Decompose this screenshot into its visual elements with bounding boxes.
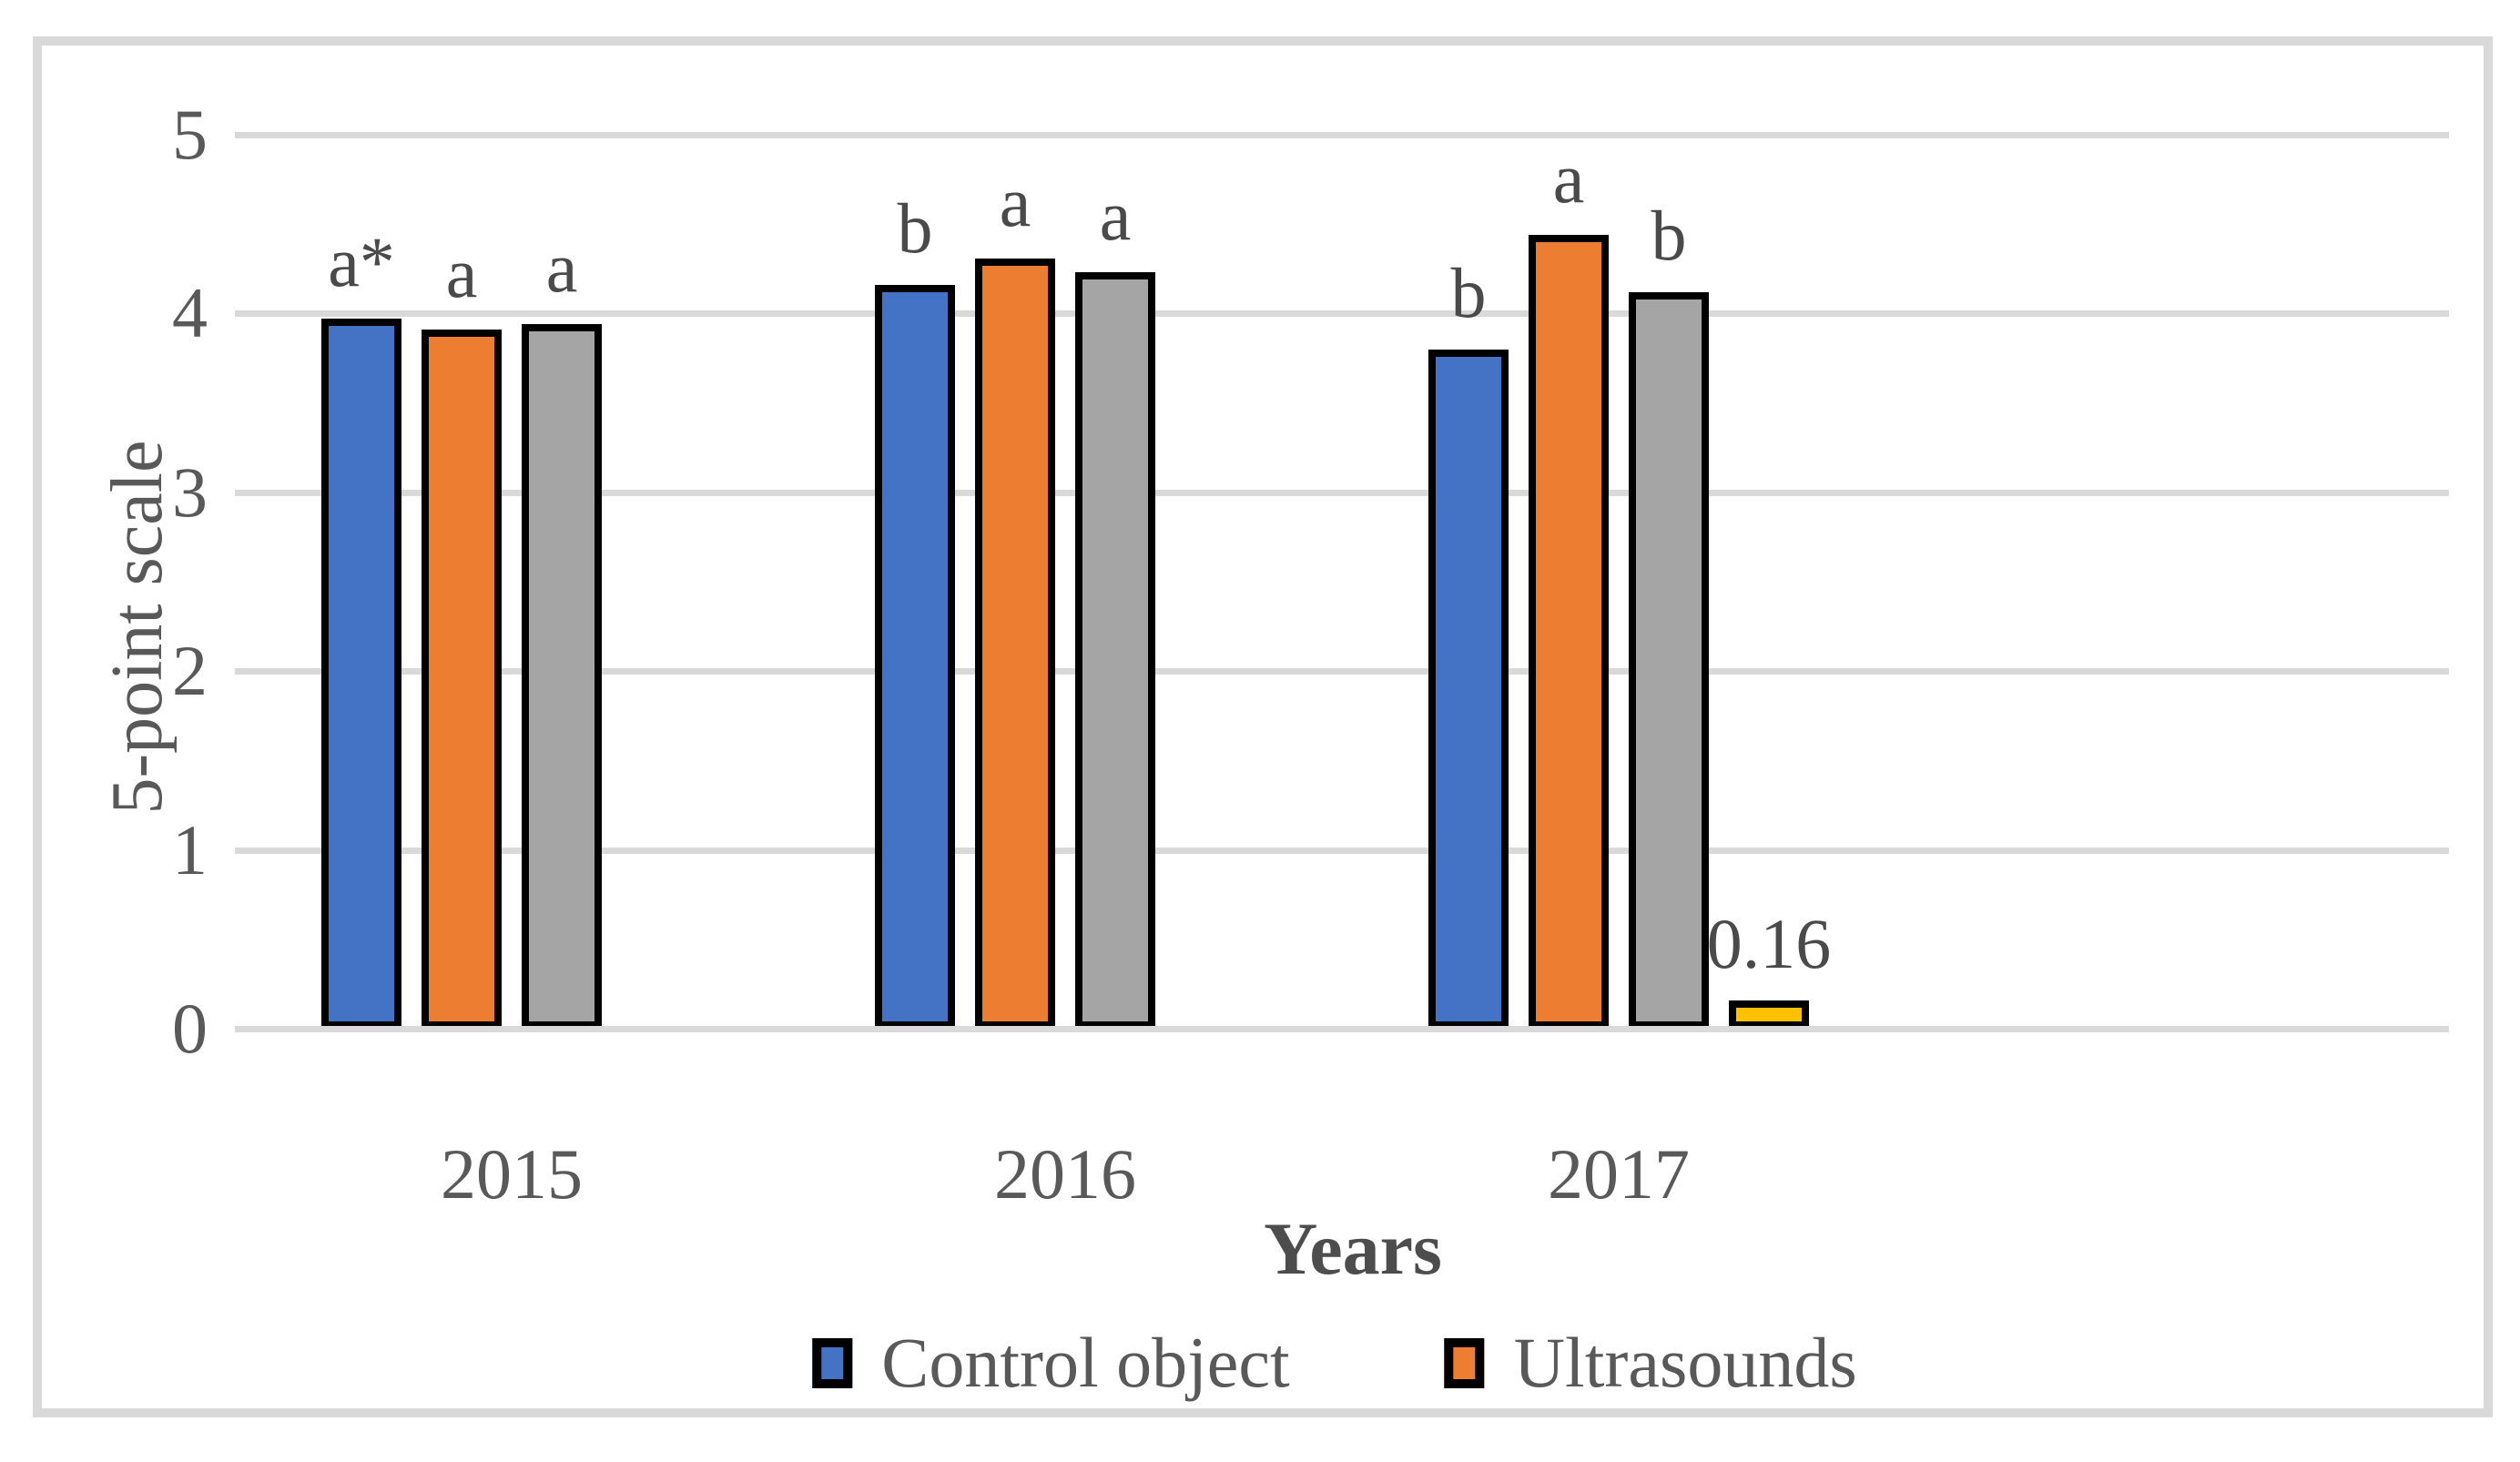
x-tick-label: 2015: [441, 1134, 583, 1213]
y-tick-label: 3: [172, 452, 208, 532]
bar-series3-2015: [522, 324, 602, 1029]
gridline: [235, 489, 2449, 496]
bar-ultrasounds-2016: [975, 259, 1055, 1029]
bar-annotation: a: [1099, 176, 1132, 255]
gridline: [235, 847, 2449, 854]
bar-annotation: b: [1651, 196, 1687, 275]
y-tick-label: 1: [172, 809, 208, 889]
bar-series4-2017: [1729, 1000, 1809, 1029]
bar-control-object-2015: [321, 319, 401, 1029]
bar-annotation: a: [999, 162, 1031, 241]
bar-control-object-2017: [1428, 350, 1509, 1029]
legend-label: Ultrasounds: [1513, 1323, 1857, 1402]
bar-annotation: b: [1450, 253, 1487, 332]
bar-series3-2016: [1075, 272, 1155, 1029]
x-tick-label: 2016: [994, 1134, 1136, 1213]
bar-control-object-2016: [875, 285, 955, 1029]
bar-ultrasounds-2017: [1529, 235, 1609, 1029]
x-tick-label: 2017: [1548, 1134, 1690, 1213]
y-tick-label: 0: [172, 989, 208, 1068]
gridline: [235, 668, 2449, 675]
bar-annotation: a: [1552, 138, 1585, 218]
bar-annotation: a: [545, 228, 578, 307]
bar-ultrasounds-2015: [422, 330, 502, 1029]
figure-border: 5-point scale Years Control object Ultra…: [33, 36, 2493, 1417]
legend-label: Control object: [881, 1323, 1290, 1402]
gridline: [235, 310, 2449, 318]
gridline: [235, 132, 2449, 138]
y-tick-label: 4: [172, 273, 208, 353]
legend: Control object Ultrasounds: [812, 1320, 1857, 1406]
y-tick-label: 5: [172, 95, 208, 174]
bar-series3-2017: [1629, 292, 1709, 1029]
legend-swatch-blue: [812, 1337, 853, 1388]
bar-annotation: 0.16: [1706, 904, 1832, 983]
legend-item-control-object: Control object: [812, 1320, 1290, 1406]
y-tick-label: 2: [172, 631, 208, 711]
bar-annotation: a: [445, 233, 478, 312]
x-axis-line: [235, 1026, 2449, 1032]
bar-annotation: b: [897, 188, 933, 268]
x-axis-title: Years: [1264, 1207, 1442, 1290]
legend-item-ultrasounds: Ultrasounds: [1444, 1320, 1857, 1406]
legend-swatch-orange: [1444, 1337, 1485, 1388]
bar-annotation: a*: [328, 222, 395, 301]
